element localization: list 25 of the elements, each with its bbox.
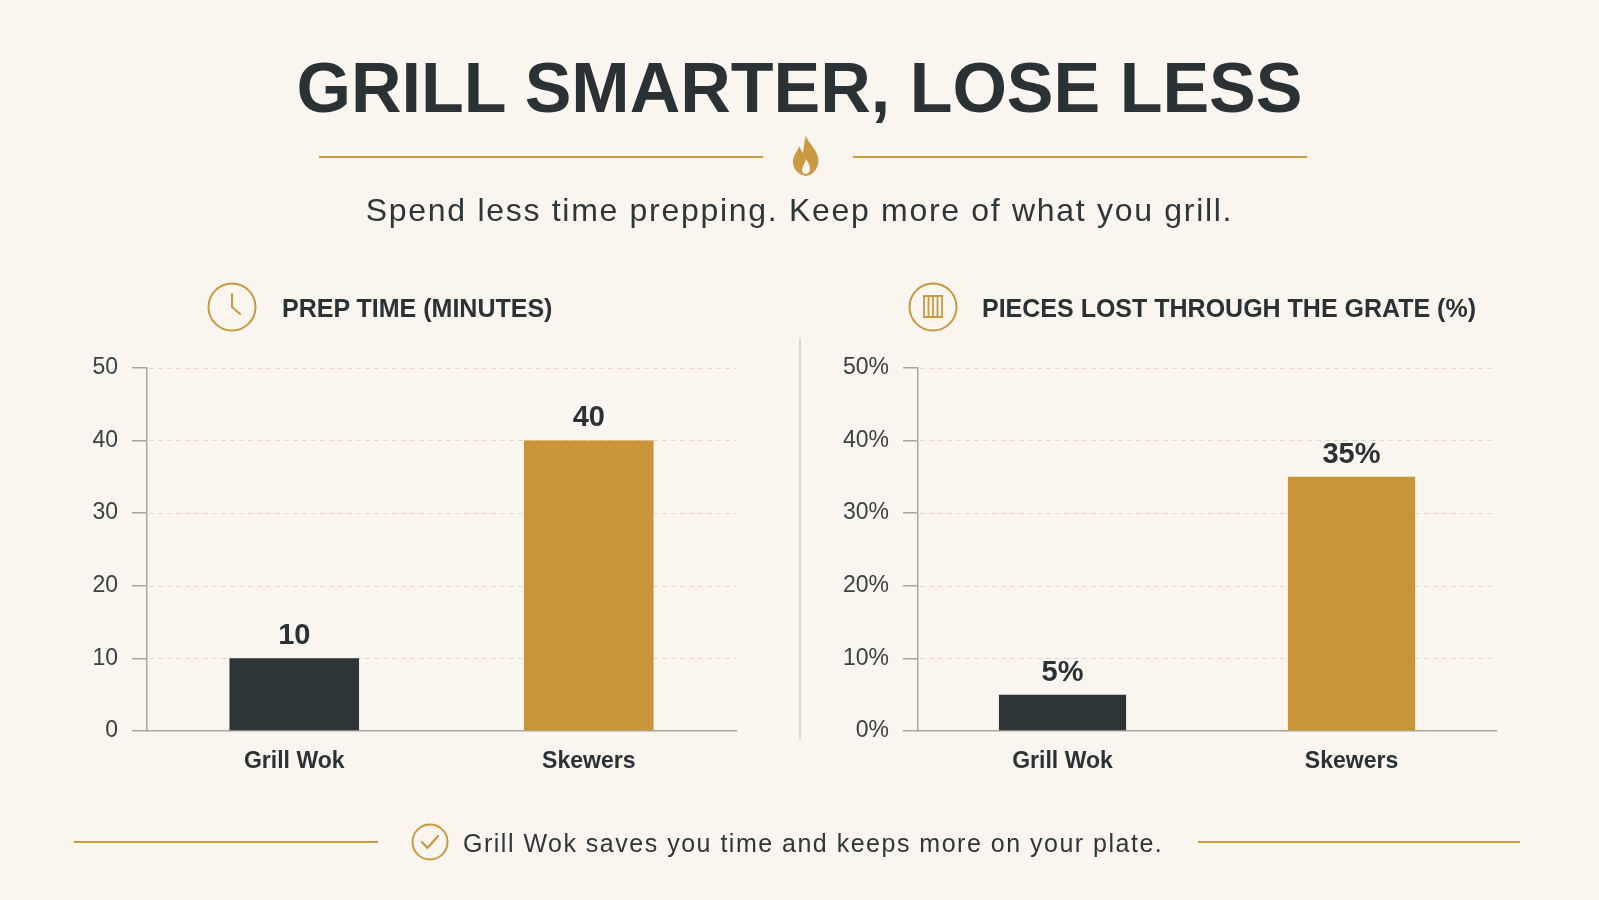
data-label: 5%	[1041, 654, 1084, 687]
y-tick-label: 50%	[842, 353, 889, 380]
x-tick-label: Skewers	[1304, 747, 1399, 774]
data-label: 10	[278, 618, 311, 651]
y-tick-label: 30%	[842, 498, 889, 525]
data-label: 40	[572, 400, 605, 433]
x-tick-label: Grill Wok	[243, 747, 345, 774]
x-tick-label: Skewers	[542, 747, 636, 774]
data-label: 35%	[1322, 436, 1381, 469]
y-tick-label: 10%	[842, 643, 889, 670]
y-tick-label: 10	[92, 643, 118, 670]
y-tick-label: 0%	[855, 716, 889, 743]
x-tick-label: Grill Wok	[1012, 747, 1113, 774]
text: Grill Wok saves you time and keeps more on your plate.	[463, 829, 1164, 857]
text: GRILL SMARTER, LOSE LESS	[295, 49, 1304, 127]
chart-title: PIECES LOST THROUGH THE GRATE (%)	[982, 294, 1476, 322]
y-tick-label: 40%	[842, 425, 889, 452]
y-tick-label: 0	[105, 716, 118, 743]
y-tick-label: 20%	[842, 571, 889, 598]
chart-title: PREP TIME (MINUTES)	[282, 294, 553, 322]
text: Spend less time prepping. Keep more of what you grill.	[364, 192, 1235, 228]
y-tick-label: 40	[92, 425, 118, 452]
y-tick-label: 20	[92, 571, 118, 598]
y-tick-label: 30	[92, 498, 118, 525]
y-tick-label: 50	[92, 353, 118, 380]
